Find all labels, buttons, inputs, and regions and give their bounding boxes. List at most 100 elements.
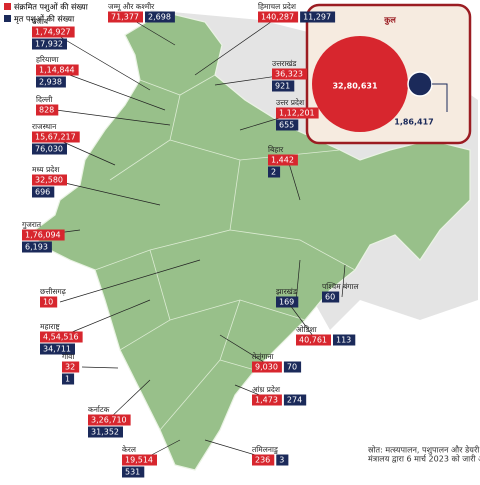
- value-box: [322, 291, 340, 303]
- state-name: गुजरात: [22, 220, 42, 230]
- value-label: 9,030: [255, 363, 278, 372]
- value-label: 4,54,516: [43, 333, 79, 342]
- value-box: [22, 229, 65, 241]
- value-box: [283, 394, 307, 406]
- state-name: उत्तर प्रदेश: [276, 98, 305, 107]
- value-box: [276, 119, 299, 131]
- value-label: 31,352: [91, 428, 119, 437]
- legend-swatch-dead: [4, 15, 11, 22]
- value-label: 1,74,927: [35, 28, 71, 37]
- value-label: 1,442: [271, 156, 294, 165]
- value-box: [88, 426, 123, 438]
- value-box: [36, 104, 59, 116]
- state-name: महाराष्ट्र: [40, 322, 60, 331]
- value-label: 11,297: [303, 13, 331, 22]
- value-box: [252, 394, 282, 406]
- value-box: [300, 11, 336, 23]
- state-name: झारखंड: [276, 287, 298, 296]
- value-box: [145, 11, 175, 23]
- legend-label: मृत पशुओं की संख्या: [14, 14, 75, 25]
- leader-line: [51, 31, 151, 91]
- value-label: 140,287: [261, 13, 294, 22]
- value-label: 236: [255, 456, 270, 465]
- value-label: 169: [279, 298, 294, 307]
- value-label: 1,76,094: [25, 231, 61, 240]
- state-name: पश्चिम बंगाल: [322, 282, 359, 291]
- total-infected: 32,80,631: [332, 82, 377, 91]
- value-box: [122, 466, 145, 478]
- value-label: 19,514: [125, 456, 153, 465]
- value-box: [62, 361, 80, 373]
- value-box: [40, 331, 83, 343]
- value-label: 76,030: [35, 145, 63, 154]
- state-name: छत्तीसगढ़: [40, 287, 67, 296]
- value-label: 36,323: [275, 70, 303, 79]
- total-title: कुल: [383, 16, 396, 26]
- value-label: 921: [275, 82, 290, 91]
- value-box: [32, 38, 67, 50]
- india-map: [34, 13, 471, 471]
- value-box: [283, 361, 302, 373]
- value-label: 1,14,844: [39, 66, 75, 75]
- value-box: [88, 414, 131, 426]
- value-label: 10: [43, 298, 53, 307]
- infected-circle: [312, 36, 408, 132]
- value-box: [36, 64, 79, 76]
- value-label: 1,12,201: [279, 109, 315, 118]
- value-label: 17,932: [35, 40, 63, 49]
- value-label: 32: [65, 363, 75, 372]
- value-label: 531: [125, 468, 140, 477]
- value-label: 2,698: [148, 13, 171, 22]
- leader-line: [59, 299, 151, 338]
- value-box: [268, 154, 298, 166]
- state-name: केरल: [122, 445, 137, 454]
- leader-line: [432, 83, 448, 112]
- leader-line: [107, 379, 151, 421]
- value-box: [276, 107, 319, 119]
- leader-line: [289, 304, 317, 341]
- state-name: तेलंगाना: [252, 352, 275, 361]
- leader-line: [55, 69, 166, 111]
- value-label: 40,761: [299, 336, 327, 345]
- state-name: राजस्थान: [32, 122, 57, 131]
- legend-label: संक्रमित पशुओं की संख्या: [14, 2, 89, 13]
- state-name: हरियाणा: [36, 55, 60, 64]
- value-box: [40, 343, 75, 355]
- legend-swatch-infected: [4, 3, 11, 10]
- dead-circle: [407, 71, 433, 97]
- state-name: हिमाचल प्रदेश: [258, 2, 297, 11]
- state-name: कर्नाटक: [88, 405, 110, 414]
- state-name: तमिलनाडु: [252, 445, 279, 455]
- value-box: [32, 186, 55, 198]
- state-name: आंध्र प्रदेश: [252, 385, 281, 394]
- total-box: कुल 32,80,631 1,86,417: [305, 3, 472, 145]
- value-label: 1,473: [255, 396, 278, 405]
- state-name: उत्तराखंड: [272, 59, 297, 68]
- leader-line: [295, 259, 301, 303]
- value-label: 3,26,710: [91, 416, 127, 425]
- state-borders: [94, 74, 356, 431]
- value-box: [272, 68, 307, 80]
- state-name: मध्य प्रदेश: [32, 165, 60, 174]
- value-label: 274: [287, 396, 302, 405]
- source: स्रोत: मत्स्यपालन, पशुपालन और डेयरी: [368, 445, 480, 456]
- value-label: 70: [287, 363, 297, 372]
- state-name: गोवा: [62, 352, 75, 361]
- value-label: 15,67,217: [35, 133, 76, 142]
- value-box: [252, 361, 282, 373]
- value-box: [122, 454, 157, 466]
- value-label: 696: [35, 188, 50, 197]
- value-label: 2,938: [39, 78, 62, 87]
- state-name: बिहार: [268, 145, 284, 154]
- value-label: 71,377: [111, 13, 139, 22]
- value-box: [32, 131, 80, 143]
- state-name: पंजाब: [32, 17, 49, 26]
- state-name: दिल्ली: [36, 95, 53, 104]
- value-box: [36, 76, 66, 88]
- value-box: [272, 80, 295, 92]
- leader-line: [51, 179, 161, 206]
- value-box: [252, 454, 275, 466]
- value-box: [296, 334, 331, 346]
